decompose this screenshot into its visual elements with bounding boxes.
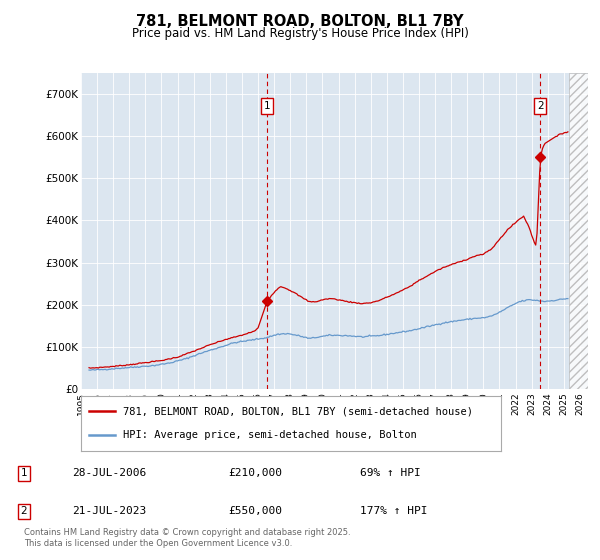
- Text: £550,000: £550,000: [228, 506, 282, 516]
- Text: £210,000: £210,000: [228, 468, 282, 478]
- Text: HPI: Average price, semi-detached house, Bolton: HPI: Average price, semi-detached house,…: [123, 431, 417, 440]
- Text: 1: 1: [264, 101, 271, 111]
- Text: 177% ↑ HPI: 177% ↑ HPI: [360, 506, 427, 516]
- Text: 28-JUL-2006: 28-JUL-2006: [72, 468, 146, 478]
- Text: 2: 2: [20, 506, 28, 516]
- Text: Contains HM Land Registry data © Crown copyright and database right 2025.
This d: Contains HM Land Registry data © Crown c…: [24, 528, 350, 548]
- Text: 1: 1: [20, 468, 28, 478]
- Text: 69% ↑ HPI: 69% ↑ HPI: [360, 468, 421, 478]
- Text: Price paid vs. HM Land Registry's House Price Index (HPI): Price paid vs. HM Land Registry's House …: [131, 27, 469, 40]
- Text: 2: 2: [537, 101, 544, 111]
- Text: 781, BELMONT ROAD, BOLTON, BL1 7BY (semi-detached house): 781, BELMONT ROAD, BOLTON, BL1 7BY (semi…: [123, 407, 473, 416]
- Text: 781, BELMONT ROAD, BOLTON, BL1 7BY: 781, BELMONT ROAD, BOLTON, BL1 7BY: [136, 14, 464, 29]
- Text: 21-JUL-2023: 21-JUL-2023: [72, 506, 146, 516]
